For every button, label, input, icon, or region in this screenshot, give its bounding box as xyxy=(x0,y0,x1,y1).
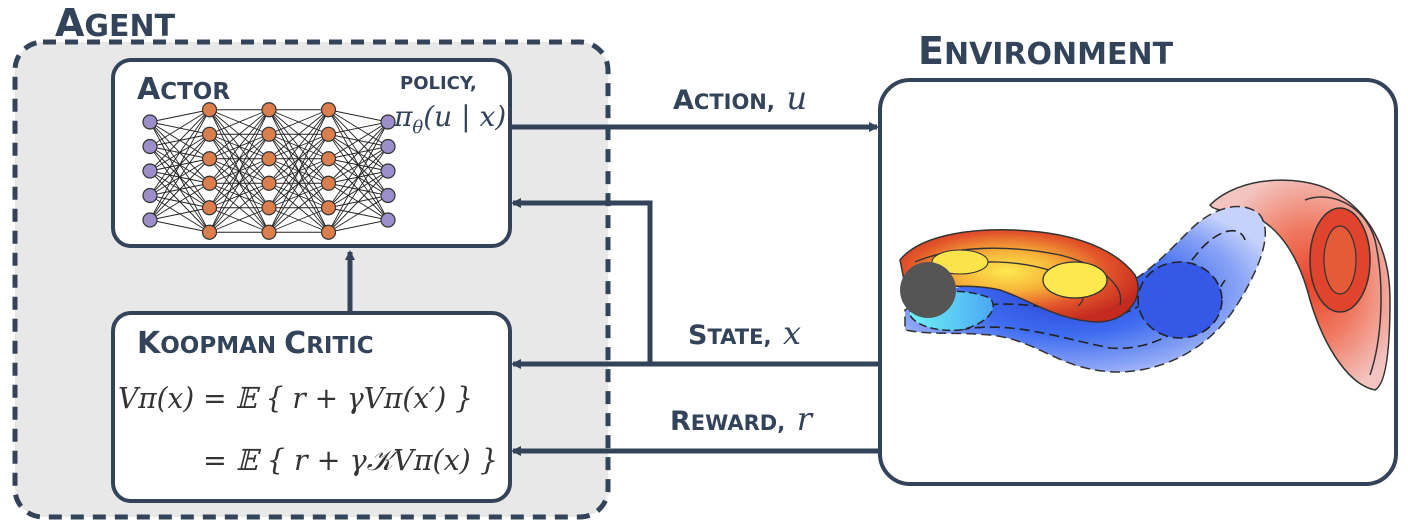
network-edge xyxy=(149,109,210,196)
network-edge xyxy=(328,121,389,233)
network-hidden-node xyxy=(320,126,337,142)
network-edge xyxy=(149,109,210,172)
network-edge xyxy=(149,219,210,233)
network-edge xyxy=(149,158,210,221)
action-label: ACTION, u xyxy=(673,79,807,117)
environment-block: ENVIRONMENT xyxy=(878,29,1398,486)
network-edge xyxy=(149,207,210,221)
network-output-node xyxy=(380,163,396,179)
network-edge xyxy=(268,109,329,160)
flow-field-image xyxy=(899,179,1391,391)
critic-title: KOOPMAN CRITIC xyxy=(137,326,374,361)
actor-block: ACTOR POLICY, πθ(u | x) xyxy=(111,58,512,248)
network-edge xyxy=(328,170,389,233)
network-hidden-node xyxy=(201,151,218,167)
network-hidden-node xyxy=(320,175,337,191)
network-hidden-node xyxy=(261,102,277,118)
neural-network xyxy=(142,102,396,240)
network-edge xyxy=(268,109,329,208)
network-input-node xyxy=(142,212,158,228)
network-edge xyxy=(268,109,329,184)
network-edge xyxy=(268,134,329,233)
network-input-node xyxy=(142,163,158,179)
policy-label: POLICY, xyxy=(400,73,477,94)
agent-title: AGENT xyxy=(55,1,176,45)
network-hidden-node xyxy=(320,224,337,240)
network-edge xyxy=(209,182,270,233)
network-output-node xyxy=(380,212,396,228)
network-edge xyxy=(209,158,270,233)
network-hidden-node xyxy=(261,224,277,240)
network-output-node xyxy=(380,187,396,204)
network-edge xyxy=(149,109,210,123)
network-output-node xyxy=(380,138,396,155)
network-edge xyxy=(149,182,210,221)
network-edge xyxy=(209,109,270,233)
network-hidden-node xyxy=(201,102,218,118)
network-hidden-node xyxy=(261,200,277,216)
network-edge xyxy=(328,146,389,233)
network-hidden-node xyxy=(201,126,218,142)
network-edge xyxy=(328,121,389,209)
network-input-node xyxy=(142,138,158,155)
critic-equation-line2: = 𝔼 { r + γ𝒦Vπ(x) } xyxy=(203,443,498,477)
cylinder-obstacle xyxy=(900,262,956,318)
network-edge xyxy=(268,182,329,233)
network-edge xyxy=(209,207,270,233)
state-arrow-to-actor xyxy=(511,198,653,366)
network-edge xyxy=(149,133,210,221)
critic-box xyxy=(111,311,512,503)
network-hidden-node xyxy=(201,175,218,191)
network-edge xyxy=(268,109,329,135)
critic-equation-line1: Vπ(x) = 𝔼 { r + γVπ(x′) } xyxy=(118,381,473,415)
reward-label: REWARD, r xyxy=(670,400,814,438)
network-hidden-node xyxy=(261,126,277,142)
network-edge xyxy=(209,109,270,184)
network-edge xyxy=(209,109,270,208)
network-edge xyxy=(209,109,270,160)
actor-title: ACTOR xyxy=(137,72,230,107)
network-hidden-node xyxy=(261,151,277,167)
network-output-node xyxy=(380,114,396,130)
network-hidden-node xyxy=(320,200,337,216)
network-edge xyxy=(268,207,329,233)
network-edge xyxy=(149,109,210,147)
environment-title: ENVIRONMENT xyxy=(918,29,1174,73)
policy-expression: πθ(u | x) xyxy=(393,100,506,138)
network-edge xyxy=(149,109,210,221)
network-hidden-node xyxy=(320,151,337,167)
network-edge xyxy=(328,219,389,233)
network-edge xyxy=(328,121,389,160)
network-edge xyxy=(268,158,329,233)
network-edge xyxy=(209,134,270,233)
network-hidden-node xyxy=(201,224,218,240)
network-input-node xyxy=(142,187,158,204)
critic-block: KOOPMAN CRITIC Vπ(x) = 𝔼 { r + γVπ(x′) }… xyxy=(111,311,512,503)
network-input-node xyxy=(142,114,158,130)
state-label: STATE, x xyxy=(688,314,801,352)
network-edge xyxy=(328,195,389,233)
network-edge xyxy=(328,121,389,135)
network-hidden-node xyxy=(201,200,218,216)
network-edge xyxy=(209,109,270,135)
network-edge xyxy=(268,109,329,233)
network-edge xyxy=(328,109,389,123)
network-hidden-node xyxy=(320,102,337,118)
network-hidden-node xyxy=(261,175,277,191)
network-edge xyxy=(328,121,389,184)
